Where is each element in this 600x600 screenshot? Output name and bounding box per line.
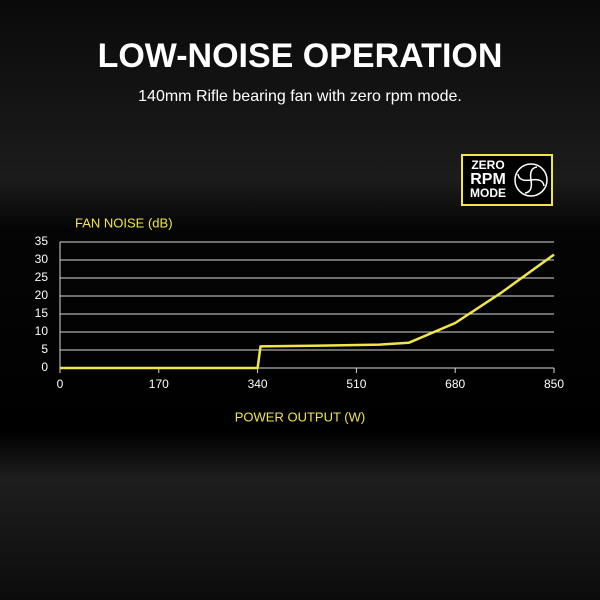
y-tick-label: 35 <box>35 234 49 248</box>
y-tick-label: 15 <box>35 306 49 320</box>
noise-line <box>60 253 555 370</box>
badge-text: MODE <box>470 186 506 200</box>
y-tick-label: 5 <box>41 342 48 356</box>
y-tick-label: 25 <box>35 270 49 284</box>
x-axis-label: POWER OUTPUT (W) <box>235 409 365 424</box>
badge-text: RPM <box>470 171 506 188</box>
badge-text: ZERO <box>471 158 504 172</box>
x-tick-label: 850 <box>544 377 564 391</box>
x-tick-label: 680 <box>445 377 465 391</box>
y-tick-label: 10 <box>35 324 49 338</box>
y-tick-label: 20 <box>35 288 49 302</box>
x-tick-label: 340 <box>248 377 268 391</box>
y-axis-label: FAN NOISE (dB) <box>75 215 173 230</box>
subtitle: 140mm Rifle bearing fan with zero rpm mo… <box>138 88 462 105</box>
badge: ZERO RPM MODE <box>461 154 553 206</box>
x-tick-label: 510 <box>346 377 366 391</box>
title: LOW-NOISE OPERATION <box>98 37 503 75</box>
x-tick-label: 0 <box>57 377 64 391</box>
y-tick-label: 0 <box>41 360 48 374</box>
fan-blades <box>517 166 545 194</box>
y-tick-label: 30 <box>35 252 49 266</box>
x-tick-label: 170 <box>149 377 169 391</box>
fan-icon <box>514 163 548 197</box>
